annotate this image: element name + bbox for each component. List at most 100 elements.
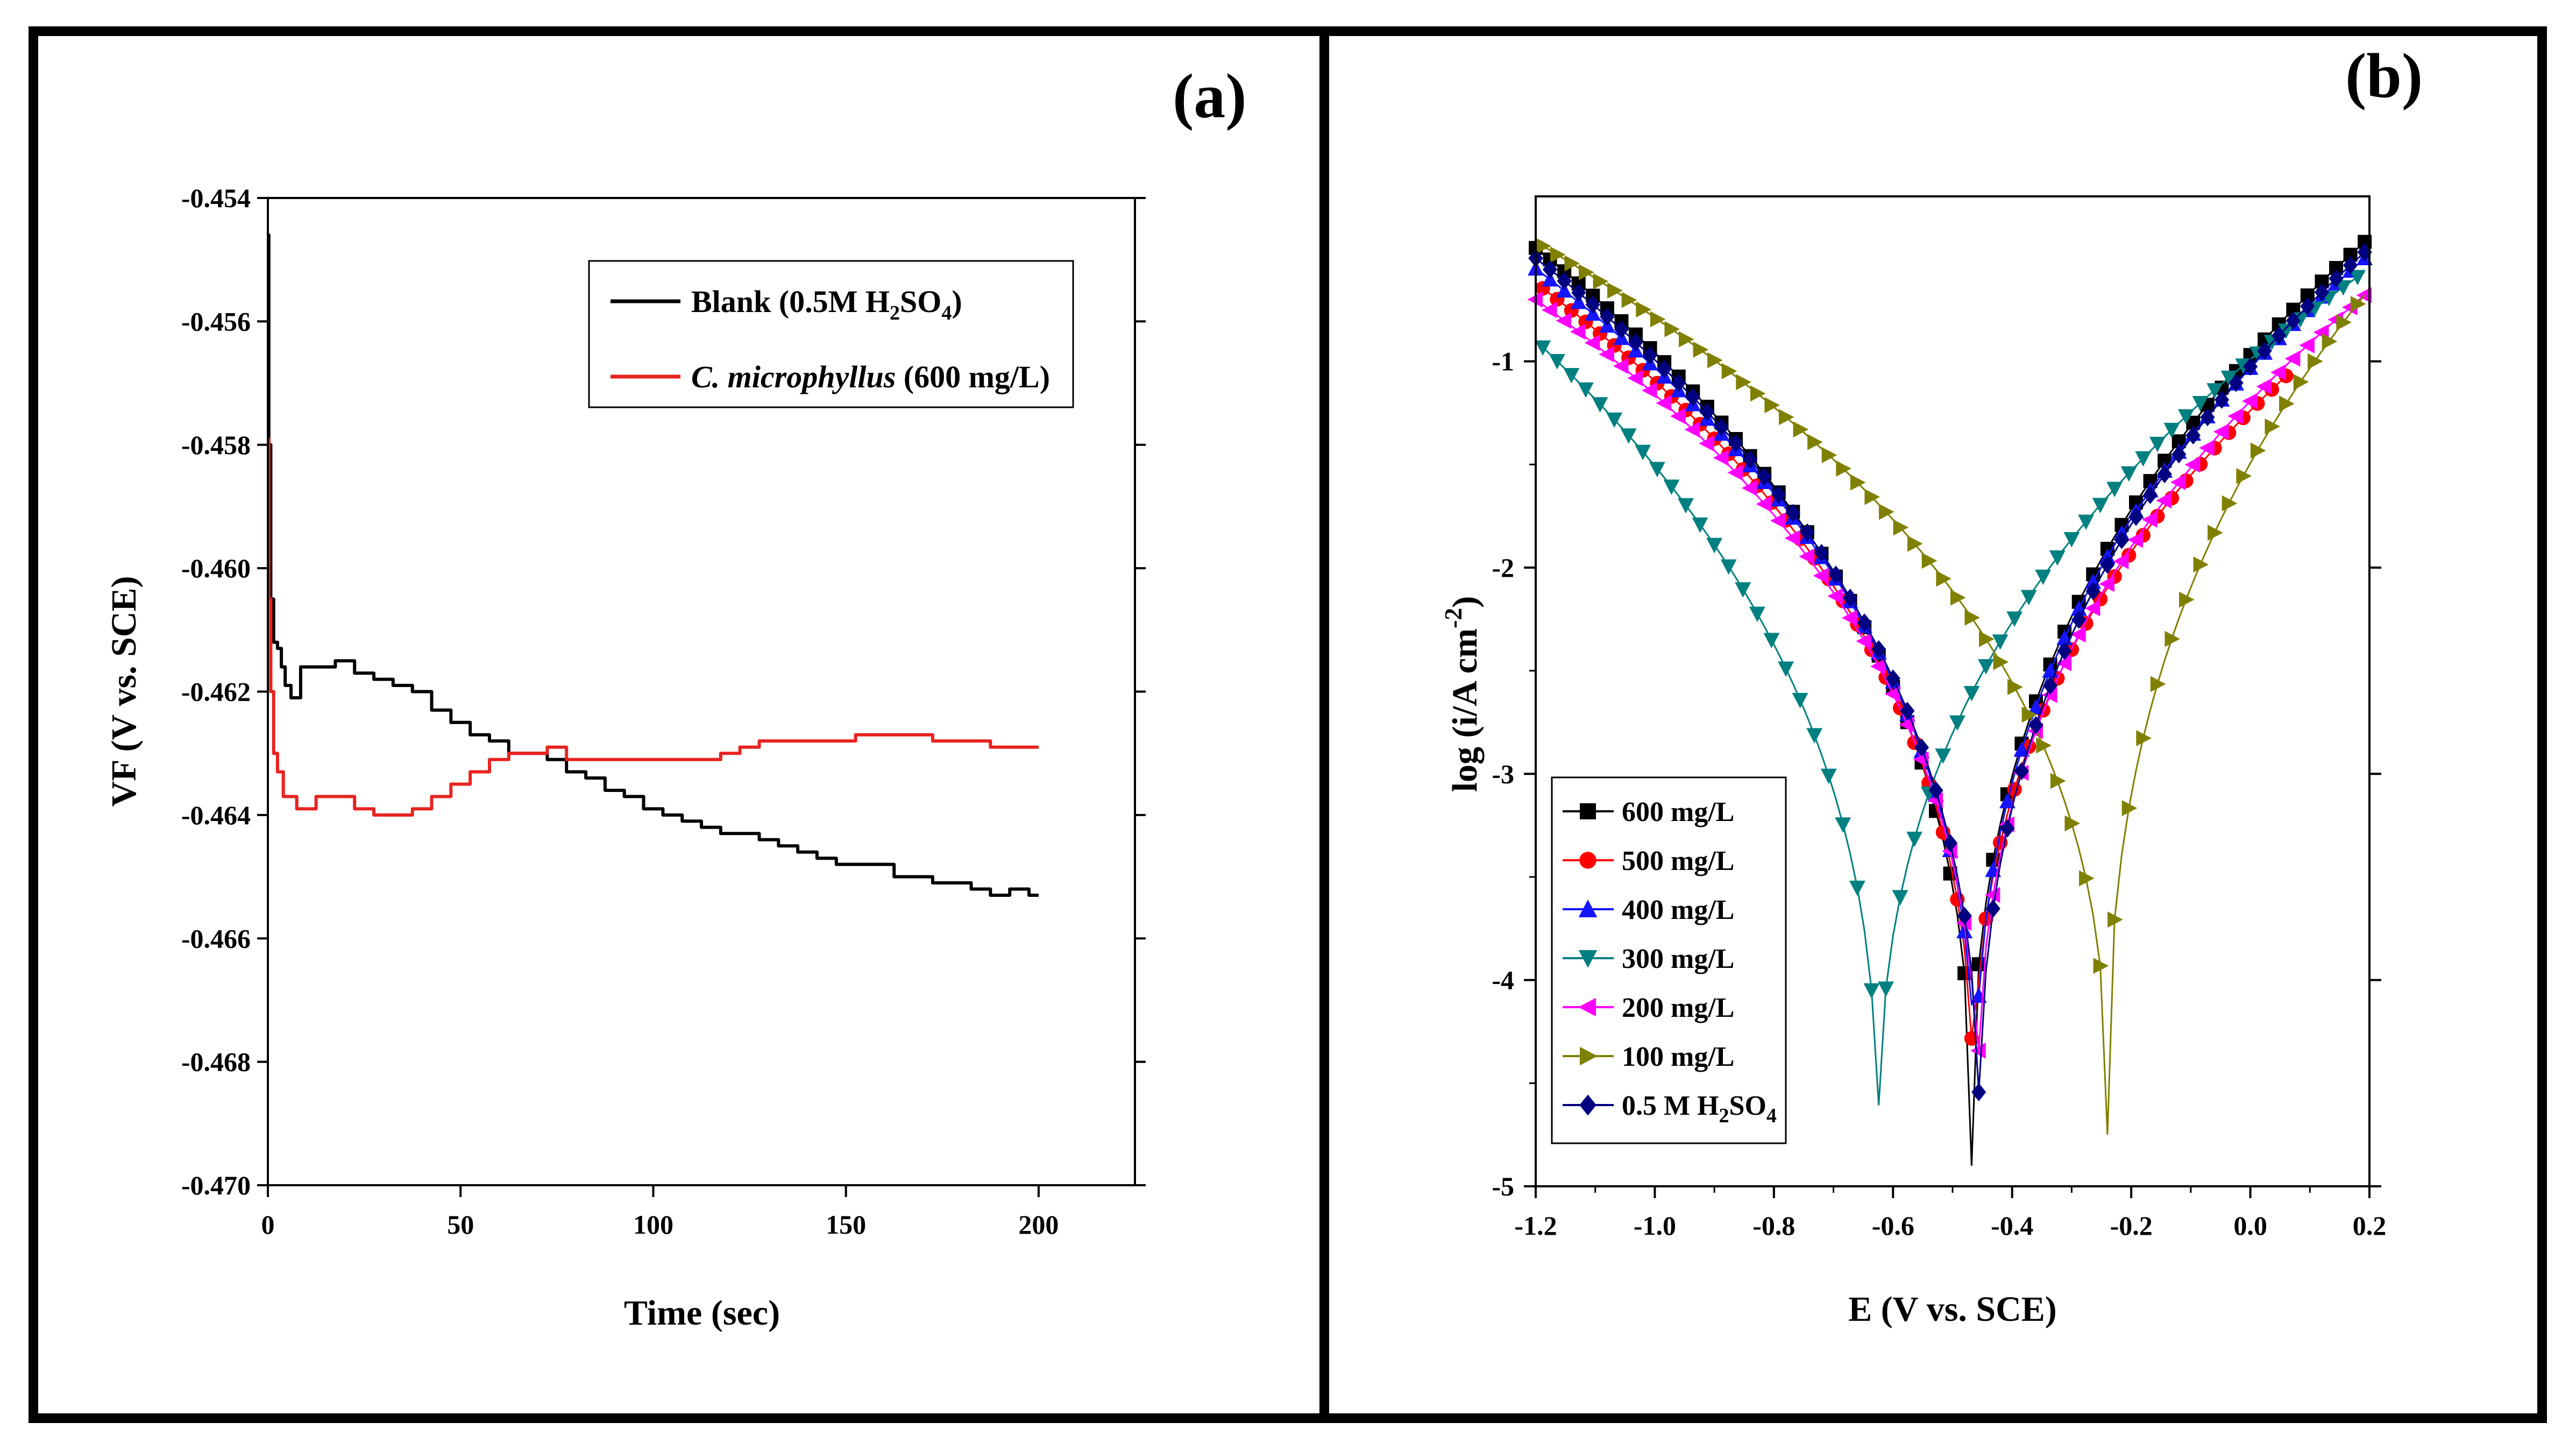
data-point xyxy=(1563,368,1580,384)
data-point xyxy=(2293,374,2309,390)
data-point xyxy=(1884,685,1900,702)
data-point xyxy=(2142,486,2158,504)
data-point xyxy=(2013,741,2030,757)
data-point xyxy=(1692,517,1708,533)
data-point xyxy=(1636,301,1651,318)
data-point xyxy=(1693,342,1709,358)
data-point xyxy=(1542,302,1557,318)
chart-a-legend-box xyxy=(588,260,1074,408)
data-point xyxy=(2150,676,2166,692)
legend-marker xyxy=(1578,997,1596,1017)
data-point xyxy=(1713,450,1729,466)
data-point xyxy=(2092,498,2109,513)
chart-a-xtick-label: 200 xyxy=(1018,1209,1059,1240)
data-point xyxy=(2149,436,2166,452)
data-point xyxy=(2142,512,2158,528)
data-point xyxy=(1849,880,1865,896)
data-point xyxy=(1663,479,1680,495)
data-point xyxy=(1770,512,1786,529)
data-point xyxy=(1649,462,1665,478)
data-point xyxy=(1999,792,2016,809)
data-point xyxy=(2057,642,2072,660)
data-point xyxy=(2335,280,2352,296)
data-point xyxy=(1750,385,1766,402)
chart-b-ylabel: log (i/A cm-2) xyxy=(1439,596,1485,792)
data-point xyxy=(2257,342,2272,360)
data-point xyxy=(2006,611,2023,627)
data-point xyxy=(1827,588,1843,604)
data-point xyxy=(1578,382,1594,398)
data-point xyxy=(1985,900,2000,918)
data-point xyxy=(1993,654,2009,670)
legend-marker xyxy=(1579,1094,1596,1116)
data-point xyxy=(1714,418,1729,437)
data-point xyxy=(1814,544,1829,562)
data-point xyxy=(2314,283,2330,302)
data-point xyxy=(2270,364,2286,380)
chart-a-ticks: 0 50 100 150 200 -0.454 -0.456 -0.458 -0.460 -0.4… xyxy=(181,183,1146,1240)
data-point xyxy=(2063,532,2080,548)
data-point xyxy=(2056,655,2072,671)
data-point xyxy=(2265,418,2280,435)
data-point xyxy=(2170,474,2186,491)
data-point xyxy=(1842,589,1858,607)
data-point xyxy=(1728,434,1743,452)
data-point xyxy=(1949,715,1965,731)
legend-label: 400 mg/L xyxy=(1622,895,1734,925)
data-point xyxy=(1564,255,1580,272)
chart-b-ytick-label: -4 xyxy=(1492,965,1514,995)
data-point xyxy=(1635,444,1651,461)
data-point xyxy=(1856,633,1872,649)
legend-label: 600 mg/L xyxy=(1622,797,1734,827)
data-point xyxy=(2184,456,2201,473)
data-point xyxy=(2035,569,2052,585)
data-point xyxy=(1914,738,1929,757)
data-point xyxy=(1642,346,1658,365)
data-point xyxy=(1784,530,1800,547)
data-point xyxy=(2028,716,2043,734)
data-point xyxy=(1670,408,1686,424)
data-point xyxy=(1600,308,1615,326)
data-point xyxy=(1542,260,1558,279)
data-point xyxy=(2308,353,2323,370)
legend-label: 300 mg/L xyxy=(1622,944,1734,974)
data-point xyxy=(2042,686,2057,703)
chart-b-xtick-label: 0.2 xyxy=(2353,1211,2387,1241)
data-point xyxy=(2229,373,2244,392)
data-point xyxy=(1813,568,1829,584)
data-point xyxy=(1893,519,1909,536)
data-point xyxy=(1779,409,1794,426)
legend-marker xyxy=(1578,900,1598,917)
data-point xyxy=(2020,590,2037,606)
data-point xyxy=(1821,447,1837,463)
data-point xyxy=(1557,272,1572,290)
data-point xyxy=(2279,395,2295,412)
series-line-blank xyxy=(267,233,1039,897)
data-point xyxy=(1742,480,1757,497)
data-point xyxy=(2007,679,2023,695)
chart-b-xtick-label: -1.0 xyxy=(1634,1211,1676,1241)
chart-a-ytick-label: -0.464 xyxy=(181,800,251,830)
data-point xyxy=(1950,589,1966,606)
data-point xyxy=(1942,834,1958,852)
data-point xyxy=(2171,445,2187,464)
data-point xyxy=(2050,773,2066,789)
data-point xyxy=(2178,409,2194,425)
legend-label: 0.5 M H2SO4 xyxy=(1622,1091,1777,1127)
data-point xyxy=(1699,435,1714,452)
data-point xyxy=(2079,870,2095,887)
data-point xyxy=(1584,335,1600,351)
chart-a-xlabel: Time (sec) xyxy=(624,1293,780,1333)
data-point xyxy=(2064,815,2080,832)
legend-marker xyxy=(1578,950,1598,968)
data-point xyxy=(1756,496,1772,512)
chart-a-ytick-label: -0.470 xyxy=(181,1170,251,1200)
data-point xyxy=(1585,295,1600,314)
data-point xyxy=(1593,273,1609,289)
chart-a-ytick-label: -0.456 xyxy=(181,306,251,336)
data-point xyxy=(1871,640,1886,659)
data-point xyxy=(1606,412,1623,428)
data-point xyxy=(1542,271,1558,287)
data-point xyxy=(1806,728,1823,744)
